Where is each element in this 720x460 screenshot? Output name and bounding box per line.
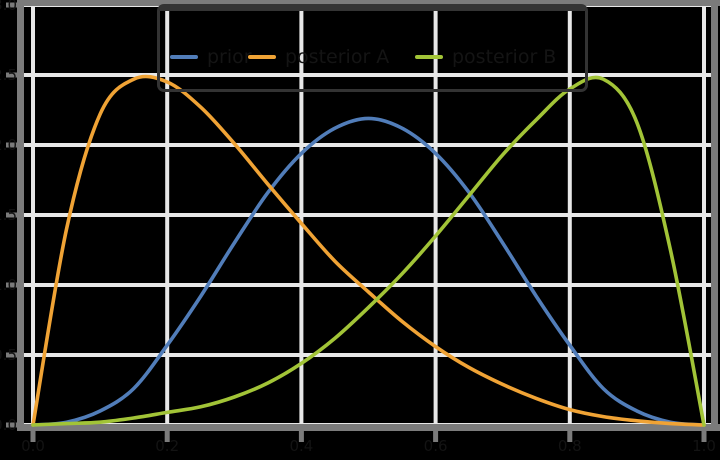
- x-tick: [701, 431, 707, 442]
- x-tick: [164, 431, 170, 442]
- right-spine: [711, 0, 718, 430]
- x-tick-label: 0.2: [155, 437, 180, 455]
- x-tick-label: 0.6: [423, 437, 448, 455]
- y-tick: [6, 212, 17, 218]
- legend-line-sample-green: [415, 55, 443, 59]
- series-line-posterior-b: [31, 75, 706, 427]
- legend-label-prior: prior: [207, 46, 252, 68]
- x-tick: [30, 431, 36, 442]
- y-tick: [6, 142, 17, 148]
- legend-entry-posterior-b: posterior B: [415, 45, 556, 69]
- x-tick: [433, 431, 439, 442]
- x-tick-label: 1.0: [692, 437, 716, 455]
- y-tick-label: 3.0: [0, 0, 17, 14]
- x-tick-label: 0.8: [557, 437, 582, 455]
- y-tick: [6, 282, 17, 288]
- legend-label-posterior-a: posterior A: [285, 46, 390, 68]
- x-tick-label: 0.0: [21, 437, 45, 455]
- top-spine: [17, 0, 720, 6]
- y-tick: [6, 2, 17, 8]
- legend-entry-posterior-a: posterior A: [248, 45, 389, 69]
- y-tick: [6, 422, 17, 428]
- legend-line-sample-blue: [170, 55, 198, 59]
- y-tick-label: 1.5: [0, 206, 17, 224]
- bottom-spine: [17, 424, 720, 431]
- y-tick-label: 2.5: [0, 66, 17, 84]
- x-tick: [567, 431, 573, 442]
- x-tick: [298, 431, 304, 442]
- y-tick-label: 2.0: [0, 136, 17, 154]
- y-tick-label: 1.0: [0, 276, 17, 294]
- left-spine: [17, 0, 24, 430]
- legend-label-posterior-b: posterior B: [452, 46, 557, 68]
- y-tick-label: 0.0: [0, 416, 17, 434]
- series-line-prior: [31, 116, 706, 427]
- y-tick: [6, 352, 17, 358]
- legend-line-sample-orange: [248, 55, 276, 59]
- x-tick-label: 0.4: [289, 437, 314, 455]
- legend: prior posterior A posterior B: [157, 4, 588, 92]
- y-tick: [6, 72, 17, 78]
- series-line-posterior-a: [31, 74, 706, 427]
- legend-entry-prior: prior: [170, 45, 252, 69]
- y-tick-label: 0.5: [0, 346, 17, 364]
